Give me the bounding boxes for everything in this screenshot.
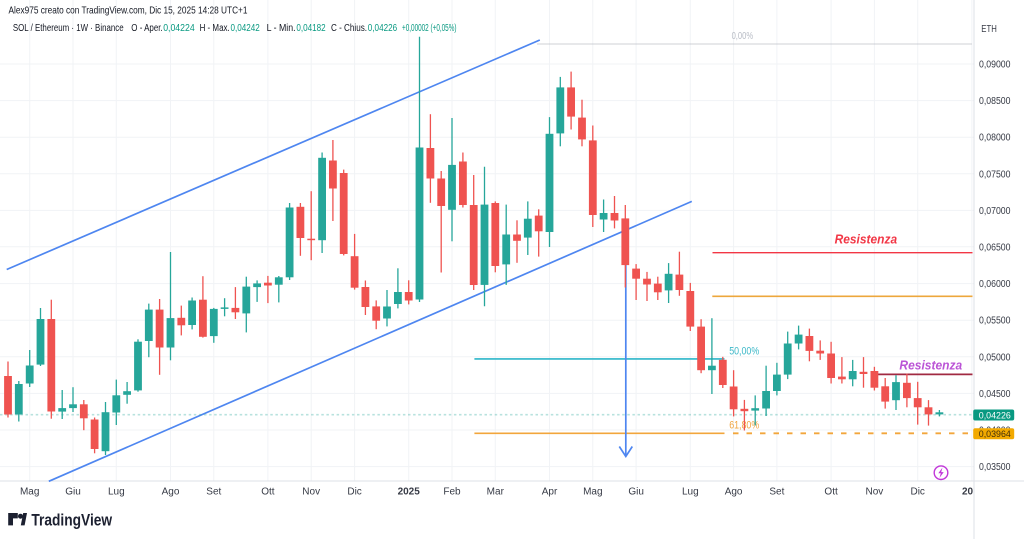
svg-text:0,06000: 0,06000: [979, 279, 1011, 290]
svg-text:Resistenza: Resistenza: [835, 232, 898, 247]
svg-text:0,03500: 0,03500: [979, 462, 1011, 473]
svg-text:0,07000: 0,07000: [979, 206, 1011, 217]
svg-text:Ott: Ott: [261, 487, 275, 498]
svg-text:Feb: Feb: [443, 487, 461, 498]
svg-text:Ago: Ago: [162, 487, 180, 498]
svg-text:Ago: Ago: [725, 487, 743, 498]
svg-text:TradingView: TradingView: [31, 510, 112, 529]
svg-text:0,04182: 0,04182: [296, 23, 326, 34]
svg-text:Apr: Apr: [542, 487, 558, 498]
svg-text:Dic: Dic: [347, 487, 361, 498]
svg-text:0,07500: 0,07500: [979, 169, 1011, 180]
svg-text:0,08000: 0,08000: [979, 133, 1011, 144]
svg-text:0,06500: 0,06500: [979, 242, 1011, 253]
svg-text:Giu: Giu: [65, 487, 81, 498]
svg-text:Nov: Nov: [302, 487, 320, 498]
svg-text:Lug: Lug: [108, 487, 125, 498]
svg-text:0,05000: 0,05000: [979, 352, 1011, 363]
svg-text:0,09000: 0,09000: [979, 60, 1011, 71]
svg-text:Mar: Mar: [487, 487, 505, 498]
svg-text:Resistenza: Resistenza: [899, 358, 962, 373]
svg-text:0,04226: 0,04226: [368, 23, 398, 34]
svg-text:Dic: Dic: [910, 487, 924, 498]
svg-text:Mag: Mag: [583, 487, 602, 498]
svg-text:SOL / Ethereum · 1W · Binance: SOL / Ethereum · 1W · Binance: [13, 23, 124, 34]
svg-text:Mag: Mag: [20, 487, 39, 498]
svg-text:O - Aper.: O - Aper.: [131, 23, 162, 34]
svg-text:20: 20: [962, 487, 974, 498]
svg-text:Set: Set: [206, 487, 221, 498]
svg-text:0,04242: 0,04242: [231, 23, 261, 34]
svg-text:2025: 2025: [398, 487, 421, 498]
svg-text:Set: Set: [769, 487, 784, 498]
svg-text:0,04226: 0,04226: [979, 410, 1011, 421]
svg-text:Ott: Ott: [824, 487, 838, 498]
svg-text:0,05500: 0,05500: [979, 316, 1011, 327]
svg-text:H - Max.: H - Max.: [200, 23, 230, 34]
svg-text:Nov: Nov: [866, 487, 884, 498]
svg-text:0,03964: 0,03964: [979, 429, 1011, 440]
svg-text:+0,00002 (+0,05%): +0,00002 (+0,05%): [402, 23, 457, 34]
svg-text:0,04500: 0,04500: [979, 389, 1011, 400]
svg-text:Giu: Giu: [628, 487, 644, 498]
svg-text:L - Min.: L - Min.: [267, 23, 296, 34]
svg-text:0,04224: 0,04224: [163, 23, 195, 34]
svg-text:Lug: Lug: [682, 487, 699, 498]
svg-text:C - Chius.: C - Chius.: [331, 23, 367, 34]
svg-text:0,00%: 0,00%: [732, 31, 754, 42]
svg-text:0,08500: 0,08500: [979, 96, 1011, 107]
svg-text:Alex975 creato con TradingView: Alex975 creato con TradingView.com, Dic …: [9, 5, 248, 17]
svg-text:ETH: ETH: [981, 24, 997, 35]
svg-text:50,00%: 50,00%: [729, 346, 759, 358]
